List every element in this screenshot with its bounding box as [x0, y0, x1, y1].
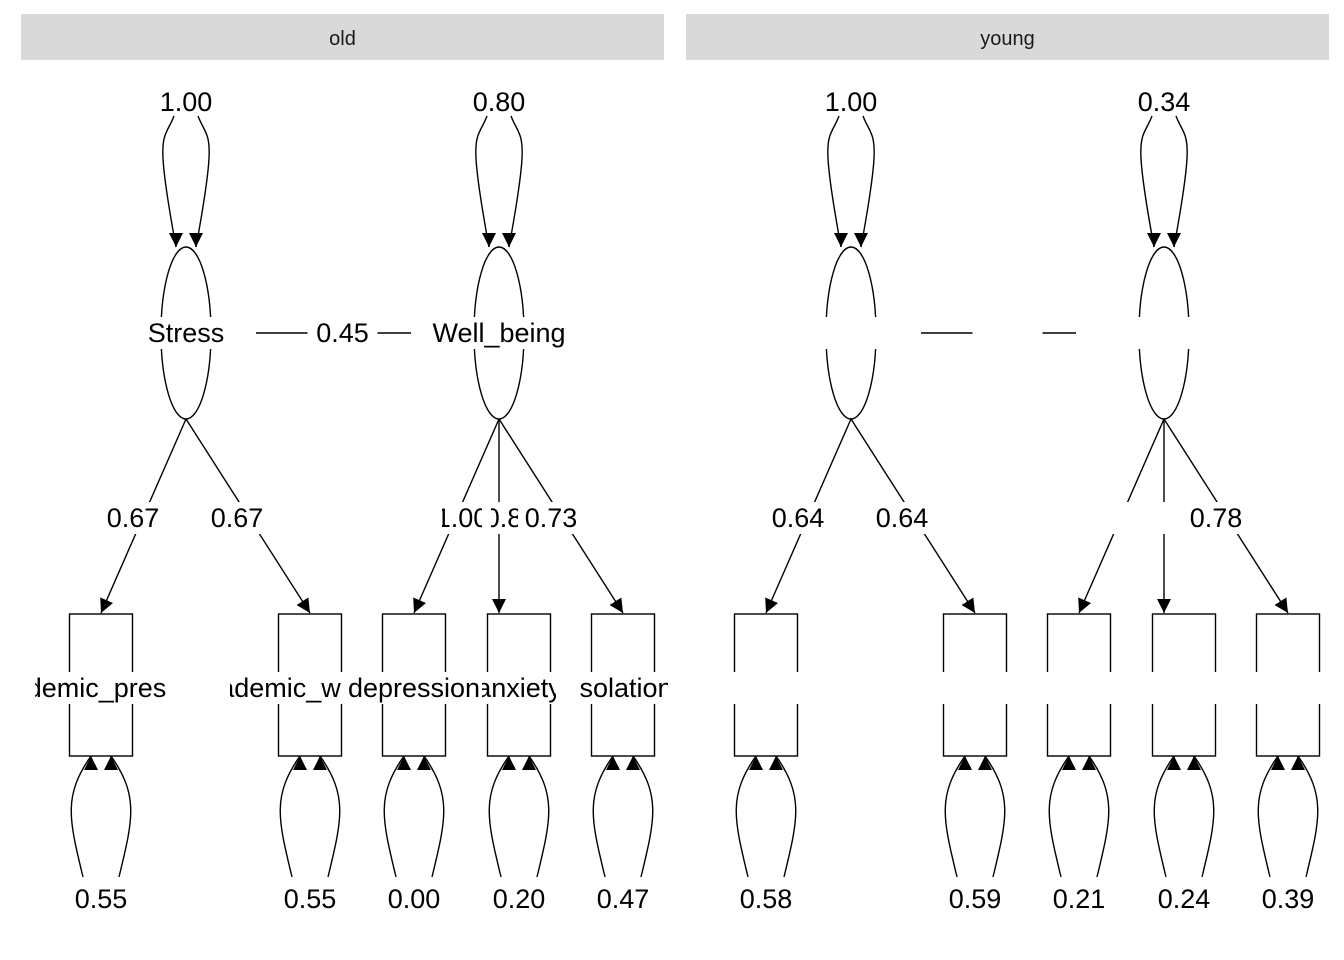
- residual-loop-left: [944, 755, 966, 878]
- loading-label-4-backdrop: [518, 502, 584, 534]
- residual-loop-left: [70, 755, 92, 878]
- residual-label: 0.00: [388, 884, 441, 914]
- observed-label-3-backdrop: [1147, 672, 1221, 704]
- residual-loop-right: [110, 755, 132, 878]
- observed-label-2: depression: [348, 673, 480, 703]
- residual-loop-right: [1297, 755, 1319, 878]
- loading-label-0-backdrop: [765, 502, 831, 534]
- latent-variance-label: 0.34: [1138, 87, 1191, 117]
- observed-label-0-backdrop: [35, 672, 167, 704]
- residual-loop-right: [528, 755, 550, 878]
- residual-loop-right: [775, 755, 797, 878]
- latent-variance-loop-left: [162, 115, 177, 248]
- latent-variance-loop-left: [1140, 115, 1155, 248]
- residual-loop-right: [319, 755, 341, 878]
- observed-label-3: anxiety: [476, 673, 562, 703]
- observed-label-4: isolation: [573, 673, 672, 703]
- loading-label-0-backdrop: [100, 502, 166, 534]
- latent-variance-loop-left: [475, 115, 490, 248]
- latent-label-well-being-backdrop: [421, 317, 577, 349]
- observed-label-4-backdrop: [578, 672, 668, 704]
- loading-label-1: 0.64: [876, 503, 929, 533]
- latent-label-well-being-backdrop: [1086, 317, 1242, 349]
- residual-label: 0.55: [284, 884, 337, 914]
- facet-strip: [21, 14, 664, 60]
- residual-loop-left: [488, 755, 510, 878]
- residual-label: 0.58: [740, 884, 793, 914]
- loading-label-1-backdrop: [869, 502, 935, 534]
- loading-label-2: 1.00: [436, 503, 489, 533]
- residual-loop-right: [984, 755, 1006, 878]
- residual-loop-left: [279, 755, 301, 878]
- observed-label-0: academic_pressure: [0, 673, 219, 703]
- loading-label-1: 0.67: [211, 503, 264, 533]
- residual-loop-left: [735, 755, 757, 878]
- residual-label: 0.21: [1053, 884, 1106, 914]
- loading-label-0: 0.64: [772, 503, 825, 533]
- residual-loop-left: [592, 755, 614, 878]
- covariance-label-backdrop: [972, 317, 1043, 349]
- latent-label-stress: Stress: [148, 318, 225, 348]
- loading-label-4-backdrop: [1183, 502, 1249, 534]
- residual-loop-right: [423, 755, 445, 878]
- latent-label-stress-backdrop: [806, 317, 896, 349]
- loading-label-2-backdrop: [442, 502, 482, 534]
- observed-label-0-backdrop: [700, 672, 832, 704]
- loading-label-4: 0.78: [1190, 503, 1243, 533]
- loading-label-2-backdrop: [1107, 502, 1147, 534]
- residual-loop-right: [632, 755, 654, 878]
- latent-variance-loop-right: [195, 115, 210, 248]
- observed-label-2-backdrop: [1006, 672, 1152, 704]
- residual-loop-right: [1193, 755, 1215, 878]
- latent-variance-label: 0.80: [473, 87, 526, 117]
- residual-label: 0.47: [597, 884, 650, 914]
- residual-label: 0.55: [75, 884, 128, 914]
- latent-variance-loop-right: [508, 115, 523, 248]
- latent-label-stress-backdrop: [141, 317, 231, 349]
- latent-variance-loop-right: [1173, 115, 1188, 248]
- observed-label-4-backdrop: [1243, 672, 1333, 704]
- residual-label: 0.59: [949, 884, 1002, 914]
- facet-panel-young: young1.000.340.640.640.890.870.780.81Str…: [686, 14, 1333, 914]
- residual-loop-left: [1048, 755, 1070, 878]
- residual-loop-left: [1257, 755, 1279, 878]
- observed-label-2-backdrop: [341, 672, 487, 704]
- latent-variance-loop-left: [827, 115, 842, 248]
- observed-label-3-backdrop: [482, 672, 556, 704]
- facet-strip-label: young: [980, 28, 1035, 50]
- residual-loop-left: [1153, 755, 1175, 878]
- covariance-label: 0.45: [316, 318, 369, 348]
- covariance-label-backdrop: [307, 317, 378, 349]
- latent-variance-label: 1.00: [160, 87, 213, 117]
- residual-loop-left: [383, 755, 405, 878]
- latent-variance-label: 1.00: [825, 87, 878, 117]
- facet-strip: [686, 14, 1329, 60]
- latent-variance-loop-right: [860, 115, 875, 248]
- facet-strip-label: old: [329, 28, 356, 50]
- residual-label: 0.24: [1158, 884, 1211, 914]
- loading-label-1-backdrop: [204, 502, 270, 534]
- residual-label: 0.39: [1262, 884, 1315, 914]
- residual-label: 0.20: [493, 884, 546, 914]
- residual-loop-right: [1088, 755, 1110, 878]
- latent-label-well-being: Well_being: [432, 318, 565, 348]
- loading-label-4: 0.73: [525, 503, 578, 533]
- loading-label-0: 0.67: [107, 503, 160, 533]
